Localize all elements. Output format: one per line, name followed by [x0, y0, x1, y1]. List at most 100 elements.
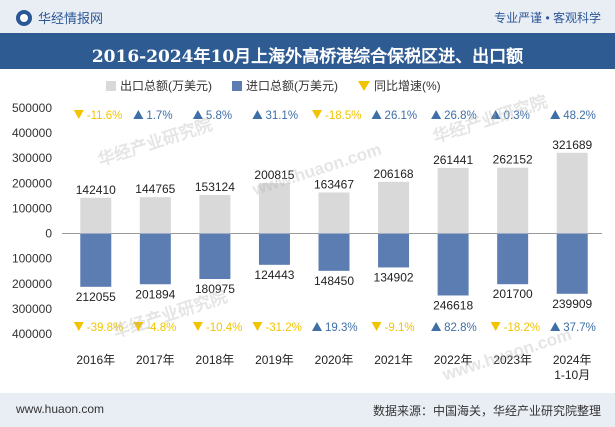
growth-down-triangle-import: [490, 322, 501, 331]
import-value-label: 148450: [314, 274, 354, 288]
legend-import-swatch: [232, 80, 242, 91]
export-bar: [258, 183, 290, 234]
growth-label-export: -18.5%: [325, 110, 361, 122]
import-value-label: 239909: [552, 297, 592, 311]
legend-export-swatch: [106, 80, 116, 91]
y-tick-label: 500000: [12, 101, 52, 115]
header-bar: [0, 0, 615, 33]
x-tick-label: 2022年: [434, 353, 473, 367]
x-tick-label: 2024年: [553, 353, 592, 367]
x-tick-label: 1-10月: [554, 368, 590, 382]
import-bar: [80, 233, 112, 287]
growth-up-triangle-export: [192, 110, 203, 119]
growth-label-export: -11.6%: [87, 110, 123, 122]
growth-label-export: 1.7%: [146, 110, 172, 122]
legend-export: 出口总额(万美元): [106, 77, 212, 94]
y-tick-label: 100000: [12, 252, 52, 266]
export-bar: [199, 195, 231, 234]
legend-growth-triangle-icon: [358, 80, 370, 91]
x-tick-label: 2018年: [196, 353, 235, 367]
export-value-label: 261441: [433, 153, 473, 167]
legend-growth-label: 同比增速(%): [374, 79, 441, 93]
footer-bar: [0, 393, 615, 427]
growth-label-export: 31.1%: [265, 110, 298, 122]
growth-down-triangle-export: [312, 110, 322, 119]
growth-label-export: 5.8%: [206, 110, 232, 122]
growth-up-triangle-export: [490, 110, 501, 119]
growth-label-import: -18.2%: [504, 322, 540, 334]
growth-up-triangle-export: [252, 110, 263, 119]
x-tick-label: 2023年: [493, 353, 532, 367]
x-tick-label: 2017年: [136, 353, 175, 367]
title-bar: [0, 33, 615, 69]
legend-import-label: 进口总额(万美元): [246, 79, 338, 93]
export-bar: [318, 192, 350, 234]
growth-label-import: -39.8%: [87, 322, 123, 334]
export-value-label: 200815: [254, 168, 294, 182]
y-tick-label: 400000: [12, 126, 52, 140]
growth-label-export: 48.2%: [563, 110, 596, 122]
growth-label-import: 37.7%: [563, 322, 596, 334]
growth-label-import: -10.4%: [206, 322, 242, 334]
export-value-label: 206168: [374, 167, 414, 181]
growth-down-triangle-import: [73, 322, 84, 331]
brand-logo-icon: [16, 9, 32, 26]
export-value-label: 153124: [195, 180, 235, 194]
growth-label-import: 19.3%: [325, 322, 358, 334]
import-value-label: 246618: [433, 298, 473, 312]
export-bar: [437, 167, 469, 234]
growth-label-import: -9.1%: [385, 322, 415, 334]
import-bar: [258, 233, 290, 265]
y-tick-label: 300000: [12, 151, 52, 165]
import-bar: [139, 233, 171, 285]
x-tick-label: 2019年: [255, 353, 294, 367]
import-value-label: 180975: [195, 282, 235, 296]
export-value-label: 144765: [135, 182, 175, 196]
legend-import: 进口总额(万美元): [232, 77, 338, 94]
x-tick-label: 2021年: [374, 353, 413, 367]
growth-down-triangle-export: [73, 110, 84, 119]
y-tick-label: 0: [45, 227, 52, 241]
growth-label-import: -31.2%: [265, 322, 301, 334]
footer-source: 数据来源：中国海关，华经产业研究院整理: [372, 404, 601, 418]
growth-up-triangle-export: [133, 110, 144, 119]
import-bar: [497, 233, 529, 285]
growth-up-triangle-export: [371, 110, 382, 119]
import-bar: [199, 233, 231, 280]
growth-down-triangle-import: [192, 322, 203, 331]
import-value-label: 212055: [76, 290, 116, 304]
chart-title: 2016-2024年10月上海外高桥港综合保税区进、出口额: [91, 47, 524, 67]
footer-site: www.huaon.com: [16, 402, 105, 416]
y-tick-label: 100000: [12, 201, 52, 215]
import-value-label: 201700: [493, 287, 533, 301]
brand-name: 华经情报网: [38, 11, 104, 26]
import-bar: [318, 233, 350, 271]
growth-label-import: 82.8%: [444, 322, 477, 334]
y-tick-label: 200000: [12, 176, 52, 190]
import-bar: [556, 233, 588, 294]
export-value-label: 321689: [552, 138, 592, 152]
import-value-label: 134902: [374, 270, 414, 284]
legend-export-label: 出口总额(万美元): [120, 79, 212, 93]
y-tick-label: 200000: [12, 277, 52, 291]
growth-label-export: 0.3%: [504, 110, 530, 122]
export-bar: [139, 197, 171, 234]
y-tick-label: 400000: [12, 327, 52, 341]
growth-up-triangle-export: [550, 110, 561, 119]
import-value-label: 124443: [254, 268, 294, 282]
y-tick-label: 300000: [12, 302, 52, 316]
growth-label-export: 26.1%: [385, 110, 418, 122]
growth-up-triangle-import: [312, 322, 322, 331]
export-value-label: 262152: [493, 153, 533, 167]
x-tick-label: 2016年: [76, 353, 115, 367]
export-bar: [80, 197, 112, 234]
growth-label-export: 26.8%: [444, 110, 477, 122]
brand: 华经情报网: [16, 8, 103, 27]
legend-growth: 同比增速(%): [358, 77, 441, 94]
legend: 出口总额(万美元) 进口总额(万美元) 同比增速(%): [106, 77, 441, 94]
export-bar: [378, 181, 410, 234]
growth-down-triangle-import: [252, 322, 263, 331]
growth-up-triangle-import: [431, 322, 442, 331]
growth-up-triangle-import: [550, 322, 561, 331]
growth-label-import: -4.8%: [146, 322, 176, 334]
